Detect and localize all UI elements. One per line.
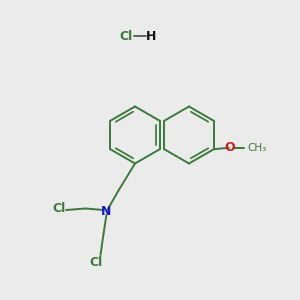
Text: Cl: Cl (52, 202, 65, 215)
Text: H: H (146, 29, 156, 43)
Text: Cl: Cl (119, 29, 133, 43)
Text: N: N (101, 205, 112, 218)
Text: CH₃: CH₃ (248, 143, 267, 153)
Text: Cl: Cl (89, 256, 103, 269)
Text: O: O (225, 141, 236, 154)
